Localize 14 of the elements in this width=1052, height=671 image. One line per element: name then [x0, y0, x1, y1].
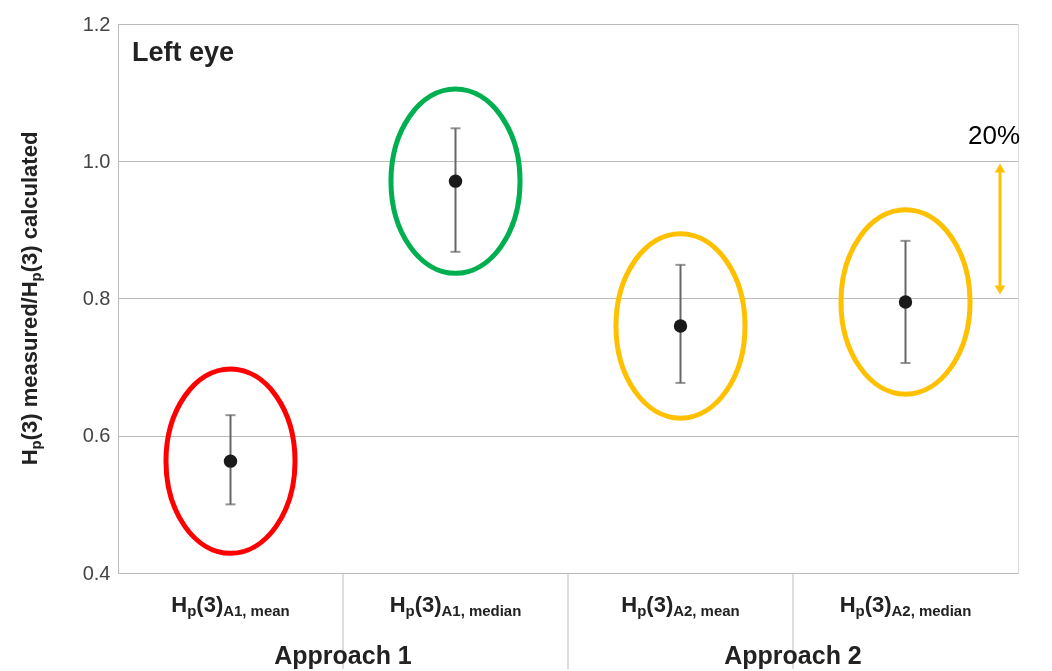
y-tick-label: 1.2	[82, 12, 111, 35]
point	[448, 174, 463, 188]
y-tick-label: 0.8	[82, 287, 111, 309]
y-tick-label: 0.4	[82, 561, 111, 584]
point	[223, 454, 238, 468]
text: Approach 1	[274, 641, 412, 669]
text: Approach 2	[724, 641, 862, 669]
point	[898, 295, 913, 309]
annotation: 20%	[967, 120, 1021, 150]
text: Left eye	[132, 37, 235, 67]
y-tick-label: 0.6	[82, 424, 111, 447]
y-axis-title: Hp(3) measured/Hp(3) calculated	[17, 131, 44, 466]
y-tick-label: 1.0	[82, 149, 111, 172]
point	[673, 319, 688, 333]
